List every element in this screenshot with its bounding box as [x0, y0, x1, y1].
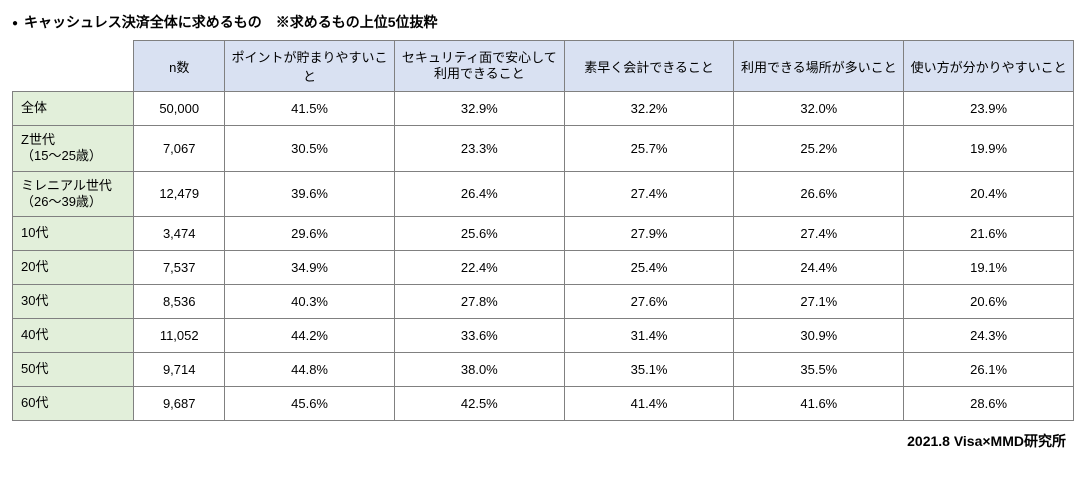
row-label: 50代 [13, 353, 134, 387]
cell-n: 9,687 [134, 387, 225, 421]
cell-value: 32.0% [734, 92, 904, 126]
col-n: n数 [134, 41, 225, 92]
cell-value: 35.1% [564, 353, 734, 387]
row-label: ミレニアル世代 （26～39歳） [13, 171, 134, 217]
cell-value: 19.9% [904, 126, 1074, 172]
row-label: Z世代 （15～25歳） [13, 126, 134, 172]
table-row: 10代3,47429.6%25.6%27.9%27.4%21.6% [13, 217, 1074, 251]
cell-value: 27.6% [564, 285, 734, 319]
cell-value: 41.5% [225, 92, 395, 126]
table-row: 40代11,05244.2%33.6%31.4%30.9%24.3% [13, 319, 1074, 353]
footer-credit: 2021.8 Visa×MMD研究所 [12, 431, 1074, 451]
cell-value: 35.5% [734, 353, 904, 387]
row-label: 60代 [13, 387, 134, 421]
cell-n: 8,536 [134, 285, 225, 319]
cell-value: 27.4% [734, 217, 904, 251]
cell-value: 23.9% [904, 92, 1074, 126]
cell-value: 34.9% [225, 251, 395, 285]
col-easy: 使い方が分かりやすいこと [904, 41, 1074, 92]
cell-value: 27.9% [564, 217, 734, 251]
cell-value: 25.2% [734, 126, 904, 172]
row-label: 20代 [13, 251, 134, 285]
corner-cell [13, 41, 134, 92]
table-row: ミレニアル世代 （26～39歳）12,47939.6%26.4%27.4%26.… [13, 171, 1074, 217]
cell-value: 45.6% [225, 387, 395, 421]
table-row: Z世代 （15～25歳）7,06730.5%23.3%25.7%25.2%19.… [13, 126, 1074, 172]
cell-value: 41.4% [564, 387, 734, 421]
cell-value: 22.4% [394, 251, 564, 285]
cell-value: 27.1% [734, 285, 904, 319]
cell-value: 26.1% [904, 353, 1074, 387]
cell-value: 25.6% [394, 217, 564, 251]
cell-value: 26.6% [734, 171, 904, 217]
cell-n: 7,067 [134, 126, 225, 172]
cell-n: 9,714 [134, 353, 225, 387]
col-security: セキュリティ面で安心して 利用できること [394, 41, 564, 92]
col-points: ポイントが貯まりやすいこと [225, 41, 395, 92]
cell-value: 32.2% [564, 92, 734, 126]
cell-value: 27.8% [394, 285, 564, 319]
cell-value: 28.6% [904, 387, 1074, 421]
cell-value: 25.7% [564, 126, 734, 172]
col-speed: 素早く会計できること [564, 41, 734, 92]
cell-value: 31.4% [564, 319, 734, 353]
cell-value: 21.6% [904, 217, 1074, 251]
cell-value: 23.3% [394, 126, 564, 172]
table-row: 60代9,68745.6%42.5%41.4%41.6%28.6% [13, 387, 1074, 421]
row-label: 全体 [13, 92, 134, 126]
cell-n: 7,537 [134, 251, 225, 285]
cell-value: 20.6% [904, 285, 1074, 319]
data-table: n数 ポイントが貯まりやすいこと セキュリティ面で安心して 利用できること 素早… [12, 40, 1074, 421]
col-places: 利用できる場所が多いこと [734, 41, 904, 92]
cell-value: 39.6% [225, 171, 395, 217]
cell-value: 25.4% [564, 251, 734, 285]
cell-value: 24.4% [734, 251, 904, 285]
cell-value: 44.8% [225, 353, 395, 387]
row-label: 30代 [13, 285, 134, 319]
table-row: 30代8,53640.3%27.8%27.6%27.1%20.6% [13, 285, 1074, 319]
table-row: 50代9,71444.8%38.0%35.1%35.5%26.1% [13, 353, 1074, 387]
cell-value: 42.5% [394, 387, 564, 421]
cell-value: 32.9% [394, 92, 564, 126]
table-row: 全体50,00041.5%32.9%32.2%32.0%23.9% [13, 92, 1074, 126]
cell-value: 20.4% [904, 171, 1074, 217]
cell-value: 29.6% [225, 217, 395, 251]
cell-n: 3,474 [134, 217, 225, 251]
table-row: 20代7,53734.9%22.4%25.4%24.4%19.1% [13, 251, 1074, 285]
cell-value: 27.4% [564, 171, 734, 217]
cell-n: 12,479 [134, 171, 225, 217]
cell-value: 33.6% [394, 319, 564, 353]
cell-value: 24.3% [904, 319, 1074, 353]
table-title: キャッシュレス決済全体に求めるもの ※求めるもの上位5位抜粋 [12, 12, 1074, 32]
row-label: 40代 [13, 319, 134, 353]
cell-value: 44.2% [225, 319, 395, 353]
cell-value: 19.1% [904, 251, 1074, 285]
row-label: 10代 [13, 217, 134, 251]
cell-value: 38.0% [394, 353, 564, 387]
cell-value: 30.5% [225, 126, 395, 172]
header-row: n数 ポイントが貯まりやすいこと セキュリティ面で安心して 利用できること 素早… [13, 41, 1074, 92]
cell-value: 41.6% [734, 387, 904, 421]
cell-n: 50,000 [134, 92, 225, 126]
cell-value: 30.9% [734, 319, 904, 353]
cell-n: 11,052 [134, 319, 225, 353]
cell-value: 40.3% [225, 285, 395, 319]
cell-value: 26.4% [394, 171, 564, 217]
